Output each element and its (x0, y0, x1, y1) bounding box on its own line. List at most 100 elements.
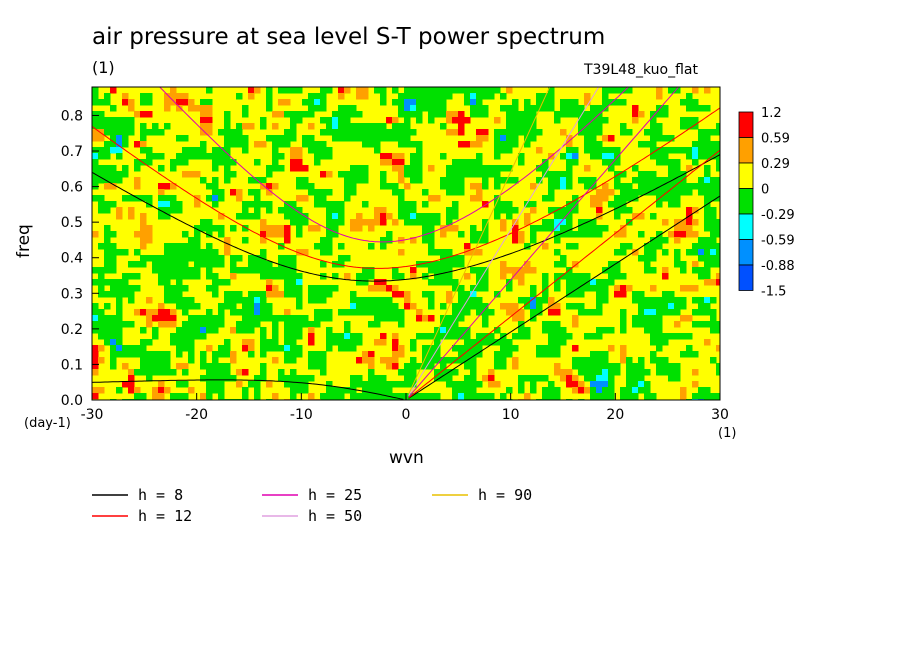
field-cell (236, 267, 243, 274)
field-cell (614, 183, 621, 190)
field-cell (284, 309, 291, 316)
field-cell (704, 105, 711, 112)
field-cell (638, 141, 645, 148)
field-cell (110, 141, 117, 148)
field-cell (92, 129, 99, 136)
field-cell (572, 159, 579, 166)
field-cell (206, 255, 213, 262)
field-cell (368, 381, 375, 388)
field-cell (170, 159, 177, 166)
field-cell (476, 285, 483, 292)
field-cell (692, 393, 699, 400)
field-cell (494, 87, 501, 94)
field-cell (524, 123, 531, 130)
field-cell (596, 225, 603, 232)
field-cell (128, 195, 135, 202)
field-cell (710, 195, 717, 202)
field-cell (320, 93, 327, 100)
chart-title: air pressure at sea level S-T power spec… (92, 24, 606, 50)
field-cell (620, 123, 627, 130)
field-cell (326, 285, 333, 292)
field-cell (560, 375, 567, 382)
field-cell (692, 309, 699, 316)
field-cell (320, 297, 327, 304)
field-cell (308, 225, 315, 232)
field-cell (260, 291, 267, 298)
run-name: T39L48_kuo_flat (584, 62, 698, 78)
field-cell (704, 393, 711, 400)
field-cell (116, 285, 123, 292)
field-cell (518, 279, 525, 286)
field-cell (296, 219, 303, 226)
field-cell (554, 117, 561, 124)
field-cell (578, 129, 585, 136)
field-cell (278, 87, 285, 94)
field-cell (644, 189, 651, 196)
field-cell (284, 375, 291, 382)
field-cell (308, 105, 315, 112)
field-cell (650, 249, 657, 256)
field-cell (128, 123, 135, 130)
field-cell (296, 351, 303, 358)
field-cell (530, 111, 537, 118)
field-cell (494, 291, 501, 298)
field-cell (110, 261, 117, 268)
field-cell (212, 147, 219, 154)
field-cell (704, 249, 711, 256)
field-cell (452, 345, 459, 352)
y-tick-label: 0.5 (61, 215, 83, 231)
field-cell (224, 297, 231, 304)
field-cell (470, 267, 477, 274)
field-cell (128, 297, 135, 304)
field-cell (452, 387, 459, 394)
field-cell (320, 117, 327, 124)
field-cell (638, 183, 645, 190)
field-cell (326, 315, 333, 322)
field-cell (284, 279, 291, 286)
field-cell (266, 87, 273, 94)
field-cell (434, 333, 441, 340)
field-cell (428, 393, 435, 400)
field-cell (446, 315, 453, 322)
field-cell (428, 351, 435, 358)
field-cell (560, 183, 567, 190)
field-cell (362, 171, 369, 178)
field-cell (350, 309, 357, 316)
field-cell (128, 345, 135, 352)
field-cell (92, 87, 99, 94)
field-cell (572, 99, 579, 106)
field-cell (608, 363, 615, 370)
field-cell (650, 357, 657, 364)
field-cell (578, 273, 585, 280)
field-cell (596, 123, 603, 130)
field-cell (248, 345, 255, 352)
field-cell (632, 291, 639, 298)
field-cell (674, 165, 681, 172)
field-cell (536, 93, 543, 100)
field-cell (686, 189, 693, 196)
field-cell (92, 153, 99, 160)
field-cell (134, 393, 141, 400)
field-cell (446, 261, 453, 268)
field-cell (404, 105, 411, 112)
field-cell (488, 171, 495, 178)
field-cell (350, 291, 357, 298)
field-cell (230, 255, 237, 262)
field-cell (656, 327, 663, 334)
field-cell (266, 279, 273, 286)
field-cell (410, 369, 417, 376)
field-cell (494, 357, 501, 364)
field-cell (470, 159, 477, 166)
field-cell (716, 345, 720, 352)
field-cell (446, 129, 453, 136)
field-cell (164, 99, 171, 106)
field-cell (542, 273, 549, 280)
field-cell (176, 207, 183, 214)
field-cell (392, 117, 399, 124)
field-cell (608, 153, 615, 160)
field-cell (494, 153, 501, 160)
field-cell (236, 255, 243, 262)
field-cell (188, 171, 195, 178)
field-cell (662, 159, 669, 166)
field-cell (704, 219, 711, 226)
